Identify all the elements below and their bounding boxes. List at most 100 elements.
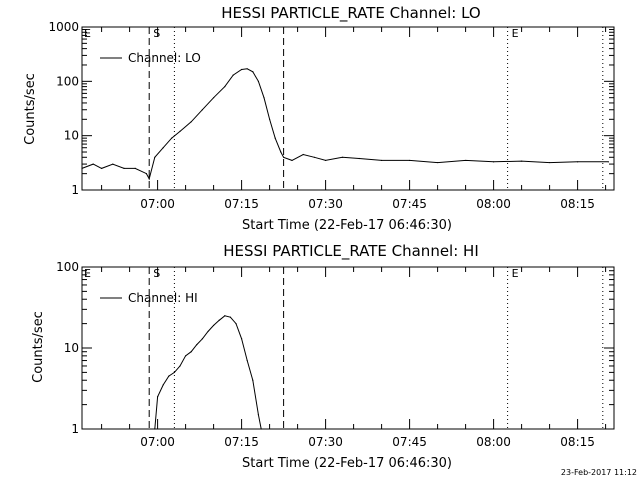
data-point — [213, 324, 215, 327]
data-point — [437, 161, 439, 164]
x-tick-label: 07:45 — [392, 435, 427, 449]
data-point — [341, 156, 343, 158]
data-point — [162, 147, 164, 149]
x-axis-label-hi: Start Time (22-Feb-17 06:46:30) — [242, 456, 452, 471]
data-point — [179, 130, 181, 132]
data-point — [241, 338, 243, 340]
y-tick-label: 1 — [71, 422, 79, 436]
data-point — [157, 396, 159, 398]
x-tick-label: 07:30 — [308, 435, 343, 449]
data-point — [179, 365, 181, 367]
data-point — [112, 163, 114, 165]
data-point — [257, 414, 259, 416]
x-tick-label: 07:15 — [224, 435, 259, 449]
data-point — [92, 163, 94, 165]
legend-label-hi: Channel: HI — [128, 291, 198, 305]
data-point — [101, 167, 103, 169]
data-point — [207, 330, 209, 333]
data-point — [549, 161, 551, 164]
data-point — [123, 167, 125, 169]
x-tick-label: 08:00 — [476, 197, 511, 211]
data-point — [313, 156, 315, 158]
data-point — [291, 159, 293, 162]
data-point — [283, 156, 285, 158]
panel-hi: HESSI PARTICLE_RATE Channel: HI Start Ti… — [31, 242, 479, 471]
data-point — [171, 137, 173, 139]
data-point — [190, 121, 192, 123]
data-point — [269, 118, 271, 120]
series-line — [81, 68, 609, 181]
marker-label: E — [84, 267, 91, 280]
data-point — [173, 371, 175, 373]
y-tick-label: 100 — [56, 74, 79, 88]
y-tick-label: 1000 — [48, 20, 79, 34]
y-axis-label-lo: Counts/sec — [23, 73, 38, 145]
chart-title-hi: HESSI PARTICLE_RATE Channel: HI — [223, 242, 479, 261]
data-point — [246, 68, 248, 70]
data-point — [381, 159, 383, 162]
data-point — [263, 97, 265, 99]
x-tick-label: 07:30 — [308, 197, 343, 211]
timestamp-label: 23-Feb-2017 11:12 — [561, 468, 637, 477]
chart-0-marks: 1 10 100 1000 07:00 07:15 07:30 07:45 08:00 08:15… — [48, 20, 615, 211]
data-point — [252, 71, 254, 73]
x-tick-label: 08:00 — [476, 435, 511, 449]
y-axis-label-hi: Counts/sec — [31, 311, 46, 383]
x-axis-label-lo: Start Time (22-Feb-17 06:46:30) — [242, 218, 452, 233]
data-point — [145, 173, 147, 175]
panel-lo: HESSI PARTICLE_RATE Channel: LO Start Ti… — [23, 4, 481, 233]
data-point — [148, 178, 150, 180]
data-point — [201, 109, 203, 111]
chart-1-marks: 1 10 100 07:00 07:15 07:30 07:45 08:00 08:15 E S E — [56, 260, 615, 449]
data-point — [185, 355, 187, 357]
data-point — [235, 323, 237, 325]
y-tick-label: 100 — [56, 260, 79, 274]
data-point — [162, 384, 164, 386]
data-point — [246, 359, 248, 362]
data-point — [81, 167, 83, 169]
series-line — [154, 315, 262, 430]
data-point — [229, 316, 231, 318]
data-point — [168, 375, 170, 377]
y-tick-label: 10 — [64, 341, 79, 355]
data-point — [465, 159, 467, 162]
data-point — [257, 80, 259, 82]
x-tick-label: 07:00 — [140, 435, 175, 449]
x-tick-label: 07:00 — [140, 197, 175, 211]
data-point — [302, 153, 304, 156]
data-point — [325, 159, 327, 162]
data-point — [577, 161, 579, 163]
data-point — [274, 137, 276, 139]
y-tick-label: 10 — [64, 129, 79, 143]
plot-frame — [81, 26, 615, 191]
data-point — [607, 161, 610, 163]
marker-label: E — [512, 27, 519, 40]
data-point — [280, 151, 282, 153]
x-tick-label: 08:15 — [560, 435, 595, 449]
data-point — [521, 160, 523, 162]
data-point — [252, 379, 254, 381]
y-tick-label: 1 — [71, 183, 79, 197]
data-point — [218, 319, 220, 321]
data-point — [224, 85, 226, 88]
data-point — [358, 157, 360, 160]
data-point — [493, 161, 495, 163]
data-point — [196, 344, 198, 346]
data-point — [213, 97, 215, 99]
data-point — [190, 351, 192, 353]
data-point — [232, 74, 234, 76]
marker-label: S — [153, 27, 160, 40]
marker-label: E — [84, 27, 91, 40]
data-point — [201, 338, 203, 340]
data-point — [154, 428, 156, 430]
x-tick-label: 07:45 — [392, 197, 427, 211]
x-tick-label: 07:15 — [224, 197, 259, 211]
data-point — [241, 68, 243, 71]
data-point — [409, 159, 411, 162]
data-point — [134, 167, 136, 169]
marker-label: E — [512, 267, 519, 280]
chart-title-lo: HESSI PARTICLE_RATE Channel: LO — [221, 4, 480, 23]
data-point — [154, 156, 156, 158]
data-point — [260, 428, 262, 430]
